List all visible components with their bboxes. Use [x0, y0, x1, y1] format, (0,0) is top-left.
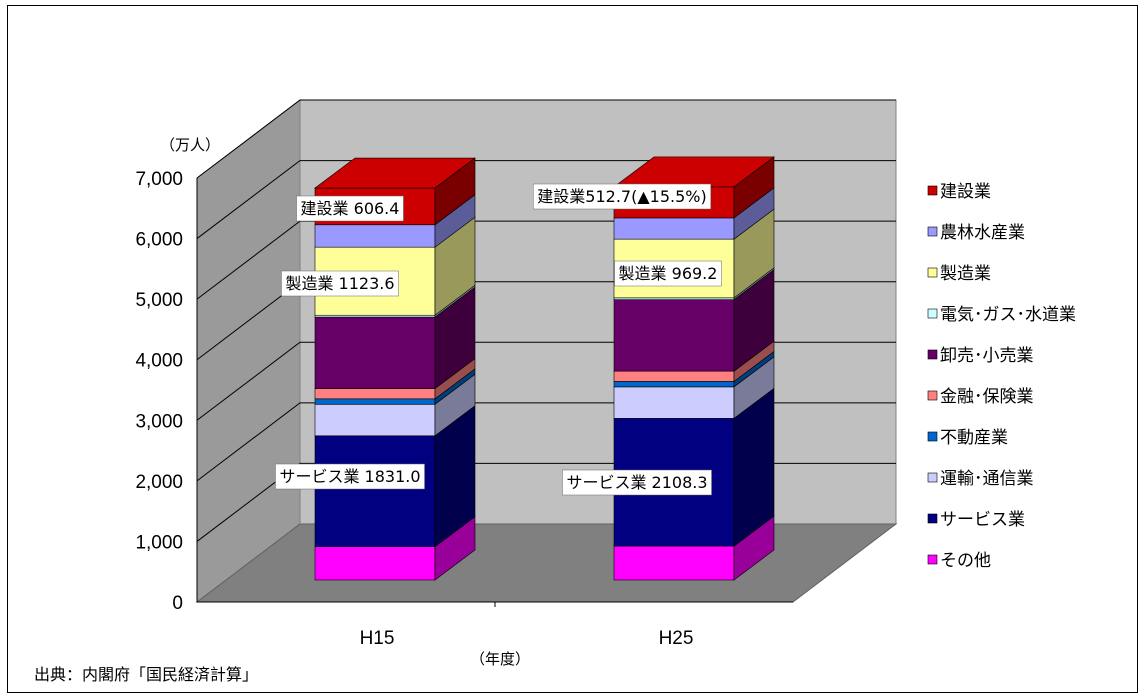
bar-segment-5: [613, 299, 735, 372]
bar-segment-8: [613, 217, 735, 240]
side-wall: [196, 98, 301, 604]
data-label-box: [562, 469, 712, 496]
y-tick-label: 3,000: [135, 411, 183, 432]
bar-segment-3: [613, 381, 735, 388]
x-tick-label: H15: [360, 628, 395, 649]
legend-item: 電気･ガス･水道業: [940, 305, 1076, 325]
data-label-box: [533, 183, 711, 210]
legend-swatch: [927, 267, 938, 278]
legend-item: 製造業: [940, 264, 991, 284]
legend-swatch: [927, 185, 938, 196]
data-label: 建設業512.7(▲15.5%): [537, 187, 706, 206]
bar-segment-1: [314, 435, 436, 547]
data-label-box: [296, 195, 404, 222]
unit-label: （万人）: [160, 136, 220, 154]
legend-item: その他: [940, 551, 991, 571]
bar-segment-0: [613, 545, 735, 581]
legend-swatch: [927, 226, 938, 237]
y-tick-label: 0: [172, 593, 183, 614]
legend-swatch: [927, 431, 938, 442]
legend-item: 不動産業: [940, 428, 1008, 448]
data-label: サービス業 2108.3: [566, 473, 707, 492]
bar-segment-8: [314, 224, 436, 248]
legend-item: 卸売･小売業: [940, 346, 1034, 366]
bar-h15: H15: [314, 157, 476, 649]
y-tick-label: 2,000: [135, 472, 183, 493]
legend-item: 金融･保険業: [940, 387, 1034, 407]
legend-item: サービス業: [940, 510, 1025, 530]
legend-swatch: [927, 349, 938, 360]
legend-swatch: [927, 390, 938, 401]
legend-swatch: [927, 554, 938, 565]
y-tick-label: 5,000: [135, 290, 183, 311]
bar-segment-5: [314, 316, 436, 389]
legend-item: 農林水産業: [940, 223, 1025, 243]
data-label: 建設業 606.4: [301, 199, 400, 218]
bar-segment-4: [613, 370, 735, 382]
y-tick-label: 7,000: [135, 169, 183, 190]
data-label: 製造業 1123.6: [285, 274, 394, 293]
gridline: [196, 99, 896, 179]
source-note: 出典：内閣府「国民経済計算」: [34, 665, 258, 684]
data-label: 製造業 969.2: [619, 264, 718, 283]
bar-segment-4: [314, 388, 436, 400]
y-tick-label: 6,000: [135, 230, 183, 251]
bar-segment-3: [314, 398, 436, 405]
legend-swatch: [927, 513, 938, 524]
legend-swatch: [927, 308, 938, 319]
legend-swatch: [927, 472, 938, 483]
x-tick-label: H25: [659, 628, 694, 649]
bar-segment-2: [613, 386, 735, 419]
bar-top: [314, 157, 476, 189]
x-axis-title: （年度）: [470, 650, 530, 668]
y-tick-label: 4,000: [135, 351, 183, 372]
legend-item: 運輸･通信業: [940, 469, 1034, 489]
legend-item: 建設業: [940, 182, 991, 202]
data-label-box: [614, 260, 722, 287]
bar-segment-2: [314, 403, 436, 437]
data-label-box: [281, 270, 399, 297]
floor: [195, 523, 898, 603]
bar-segment-0: [314, 546, 436, 581]
chart-frame: [7, 5, 1138, 693]
data-label: サービス業 1831.0: [279, 467, 420, 486]
data-label-box: [275, 463, 425, 490]
y-tick-label: 1,000: [135, 532, 183, 553]
